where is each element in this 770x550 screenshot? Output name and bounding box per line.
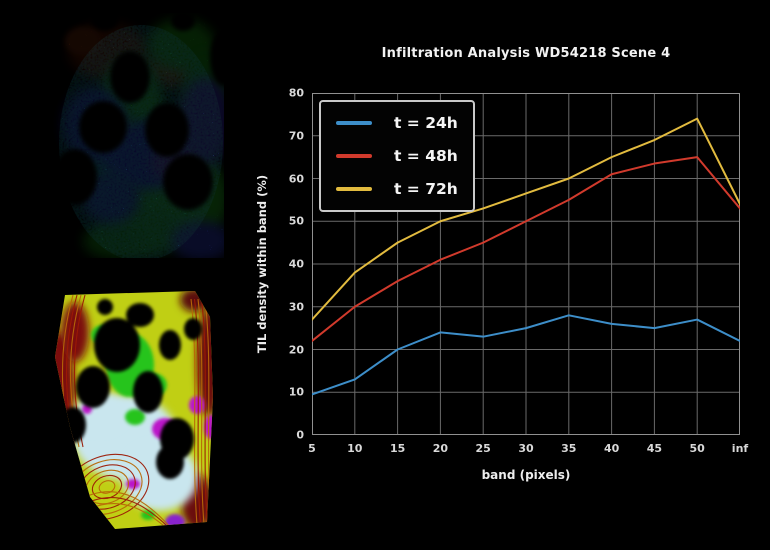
x-tick-label: 10 xyxy=(347,442,363,455)
y-tick-label: 80 xyxy=(288,86,304,100)
y-tick-label: 10 xyxy=(288,385,304,399)
x-tick-label: 50 xyxy=(689,442,705,455)
legend-label: t = 48h xyxy=(394,147,458,165)
fluorescence-image xyxy=(53,13,224,258)
legend-line-swatch xyxy=(336,121,372,125)
y-tick-label: 50 xyxy=(288,214,304,228)
legend-line-swatch xyxy=(336,154,372,158)
x-tick-label: inf xyxy=(731,442,749,455)
legend-item: t = 72h xyxy=(336,177,458,201)
chart-title: Infiltration Analysis WD54218 Scene 4 xyxy=(381,46,671,61)
segmentation-image xyxy=(45,287,218,532)
legend-item: t = 48h xyxy=(336,144,458,168)
chart-legend: t = 24h t = 48h t = 72h xyxy=(319,100,475,212)
legend-label: t = 72h xyxy=(394,180,458,198)
legend-line-swatch xyxy=(336,187,372,191)
y-tick-label: 0 xyxy=(296,428,304,442)
dark-grain-overlay xyxy=(53,13,224,258)
y-tick-label: 20 xyxy=(288,343,304,356)
x-tick-label: 5 xyxy=(308,442,316,455)
x-tick-label: 40 xyxy=(603,442,620,455)
x-tick-label: 35 xyxy=(561,442,577,455)
tissue-holes xyxy=(53,13,224,210)
x-axis-label: band (pixels) xyxy=(481,468,571,482)
x-tick-label: 15 xyxy=(389,442,406,455)
y-tick-label: 40 xyxy=(288,257,304,271)
y-axis-label: TIL density within band (%) xyxy=(255,174,269,354)
legend-label: t = 24h xyxy=(394,114,458,132)
y-tick-label: 60 xyxy=(288,172,304,185)
series-line-t72h xyxy=(311,117,741,321)
x-tick-label: 30 xyxy=(518,442,534,455)
series-line-t48h xyxy=(311,156,741,342)
series-line-t24h xyxy=(311,314,741,396)
y-tick-label: 70 xyxy=(288,129,304,143)
y-tick-label: 30 xyxy=(288,300,304,314)
x-tick-label: 25 xyxy=(475,442,491,455)
x-tick-label: 45 xyxy=(646,442,663,455)
segmentation-holes xyxy=(60,299,202,479)
x-tick-label: 20 xyxy=(432,442,449,455)
class-patches xyxy=(55,291,213,529)
legend-item: t = 24h xyxy=(336,111,458,135)
plot-frame xyxy=(312,93,740,435)
